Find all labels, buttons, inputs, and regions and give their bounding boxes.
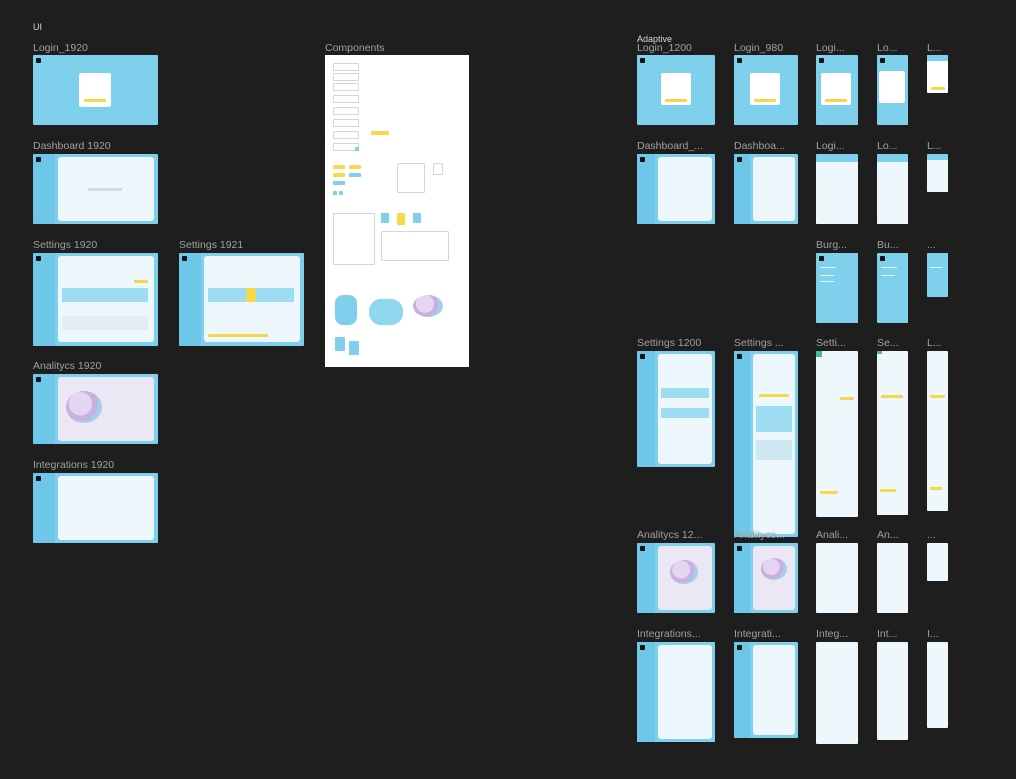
frame-label-integrations-b[interactable]: Integrati...	[734, 628, 781, 640]
frame-burger-c[interactable]	[927, 253, 948, 297]
frame-dashboard-a[interactable]	[637, 154, 715, 224]
frame-settings-1920[interactable]	[33, 253, 158, 346]
frame-analitycs-b[interactable]	[734, 543, 798, 613]
frame-label-analitycs-b[interactable]: Analitycs...	[734, 529, 785, 541]
frame-label-components[interactable]: Components	[325, 42, 385, 54]
frame-label-settings-1200[interactable]: Settings 1200	[637, 337, 702, 349]
frame-label-dashboard-c[interactable]: Logi...	[816, 140, 845, 152]
frame-label-settings-c[interactable]: Setti...	[816, 337, 846, 349]
frame-analitycs-e[interactable]	[927, 543, 948, 581]
frame-label-dashboard-d[interactable]: Lo...	[877, 140, 898, 152]
frame-label-integrations-a[interactable]: Integrations...	[637, 628, 701, 640]
frame-settings-d[interactable]	[877, 351, 908, 515]
frame-label-analitycs-c[interactable]: Anali...	[816, 529, 849, 541]
bicycle-illustration	[369, 299, 403, 325]
frame-label-integrations-d[interactable]: Int...	[877, 628, 898, 640]
bag-illustration	[335, 337, 345, 351]
frame-label-settings-b[interactable]: Settings ...	[734, 337, 784, 349]
frame-dashboard-e[interactable]	[927, 154, 948, 192]
frame-settings-b[interactable]	[734, 351, 798, 537]
frame-analitycs-a[interactable]	[637, 543, 715, 613]
logo-icon	[36, 256, 41, 261]
frame-burger-b[interactable]	[877, 253, 908, 323]
frame-components[interactable]	[325, 55, 469, 367]
frame-label-login-1920[interactable]: Login_1920	[33, 42, 88, 54]
frame-login-a[interactable]	[816, 55, 858, 125]
frame-label-settings-1921[interactable]: Settings 1921	[179, 239, 244, 251]
frame-integrations-d[interactable]	[877, 642, 908, 740]
frame-login-980[interactable]	[734, 55, 798, 125]
frame-label-dashboard-1920[interactable]: Dashboard 1920	[33, 140, 111, 152]
frame-dashboard-1920[interactable]	[33, 154, 158, 224]
pie-chart-icon	[66, 391, 102, 423]
frame-label-burger-b[interactable]: Bu...	[877, 239, 899, 251]
frame-label-analitycs-d[interactable]: An...	[877, 529, 899, 541]
frame-label-burger-c[interactable]: ...	[927, 239, 936, 251]
frame-label-analitycs-a[interactable]: Analitycs 12...	[637, 529, 703, 541]
frame-dashboard-c[interactable]	[816, 154, 858, 224]
login-card	[79, 73, 111, 107]
frame-analitycs-1920[interactable]	[33, 374, 158, 444]
frame-label-login-980[interactable]: Login_980	[734, 42, 784, 54]
frame-label-burger-a[interactable]: Burg...	[816, 239, 847, 251]
frame-label-login-a[interactable]: Logi...	[816, 42, 845, 54]
frame-login-1200[interactable]	[637, 55, 715, 125]
logo-icon	[36, 476, 41, 481]
frame-integrations-1920[interactable]	[33, 473, 158, 543]
logo-icon	[36, 58, 41, 63]
frame-label-analitycs-1920[interactable]: Analitycs 1920	[33, 360, 102, 372]
adaptive-section-title: Adaptive	[637, 34, 673, 44]
frame-login-c[interactable]	[927, 55, 948, 93]
scooter-illustration	[335, 295, 357, 325]
frame-label-login-c[interactable]: L...	[927, 42, 942, 54]
frame-label-integrations-1920[interactable]: Integrations 1920	[33, 459, 115, 471]
frame-integrations-e[interactable]	[927, 642, 948, 728]
frame-integrations-b[interactable]	[734, 642, 798, 738]
frame-integrations-a[interactable]	[637, 642, 715, 742]
frame-label-integrations-e[interactable]: I...	[927, 628, 939, 640]
frame-label-settings-d[interactable]: Se...	[877, 337, 899, 349]
frame-settings-1921[interactable]	[179, 253, 304, 346]
logo-icon	[36, 377, 41, 382]
frame-label-settings-e[interactable]: L...	[927, 337, 942, 349]
frame-analitycs-c[interactable]	[816, 543, 858, 613]
frame-label-settings-1920[interactable]: Settings 1920	[33, 239, 98, 251]
frame-analitycs-d[interactable]	[877, 543, 908, 613]
frame-label-dashboard-b[interactable]: Dashboa...	[734, 140, 785, 152]
frame-login-b[interactable]	[877, 55, 908, 125]
ui-section-title: UI	[33, 22, 42, 32]
frame-label-login-b[interactable]: Lo...	[877, 42, 898, 54]
frame-integrations-c[interactable]	[816, 642, 858, 744]
pie-chart-illustration	[413, 295, 443, 317]
frame-settings-e[interactable]	[927, 351, 948, 511]
frame-burger-a[interactable]	[816, 253, 858, 323]
logo-icon	[182, 256, 187, 261]
frame-label-dashboard-e[interactable]: L...	[927, 140, 942, 152]
frame-login-1920[interactable]	[33, 55, 158, 125]
frame-label-dashboard-a[interactable]: Dashboard_...	[637, 140, 703, 152]
frame-label-integrations-c[interactable]: Integ...	[816, 628, 849, 640]
frame-dashboard-d[interactable]	[877, 154, 908, 224]
frame-label-login-1200[interactable]: Login_1200	[637, 42, 692, 54]
frame-settings-c[interactable]	[816, 351, 858, 517]
frame-dashboard-b[interactable]	[734, 154, 798, 224]
frame-settings-1200[interactable]	[637, 351, 715, 467]
frame-label-analitycs-e[interactable]: ...	[927, 529, 936, 541]
logo-icon	[36, 157, 41, 162]
